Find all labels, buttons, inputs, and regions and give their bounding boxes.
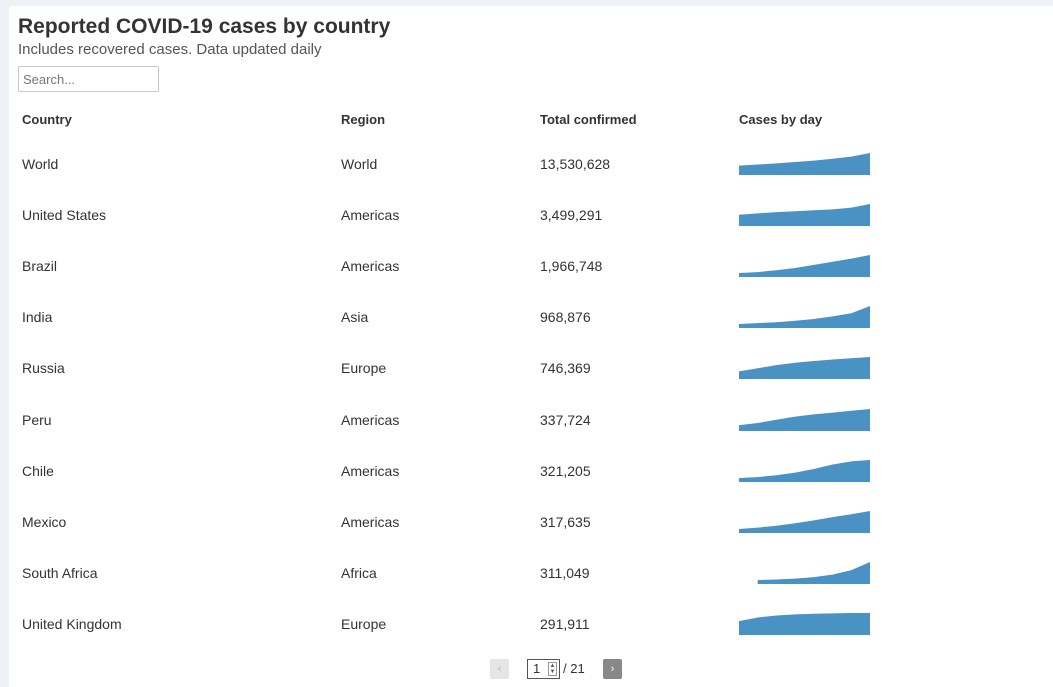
country-cell: United States <box>22 207 107 224</box>
sparkline-area <box>739 306 870 329</box>
table-row: India Asia 968,876 <box>9 306 1053 360</box>
region-cell: Asia <box>341 309 369 326</box>
cases-sparkline <box>739 612 870 635</box>
region-cell: Europe <box>341 360 387 377</box>
cases-sparkline <box>739 408 870 431</box>
cases-sparkline <box>739 204 870 227</box>
total-confirmed-cell: 317,635 <box>540 513 591 530</box>
cases-sparkline <box>739 357 870 380</box>
table-row: Peru Americas 337,724 <box>9 408 1053 463</box>
region-cell: Americas <box>341 258 400 275</box>
country-cell: World <box>22 156 59 172</box>
table-row: United Kingdom Europe 291,911 <box>9 612 1053 667</box>
table-row: South Africa Africa 311,049 <box>9 561 1053 616</box>
next-page-button[interactable]: › <box>603 659 622 679</box>
cases-sparkline <box>739 459 870 482</box>
column-header-region[interactable]: Region <box>341 112 386 127</box>
column-header-country[interactable]: Country <box>22 112 72 127</box>
cases-sparkline <box>739 153 870 175</box>
country-cell: Peru <box>22 411 52 428</box>
region-cell: Americas <box>341 411 400 428</box>
prev-page-button[interactable]: ‹ <box>490 659 509 679</box>
table-row: Brazil Americas 1,966,748 <box>9 255 1053 309</box>
pagination: ‹ 1 ▲ ▼ / 21 › <box>9 658 1053 682</box>
table-row: Chile Americas 321,205 <box>9 459 1053 514</box>
sparkline-area <box>739 255 870 278</box>
region-cell: Africa <box>341 564 377 581</box>
cases-sparkline <box>739 255 870 278</box>
column-header-total-confirmed[interactable]: Total confirmed <box>540 112 637 127</box>
column-header-cases-by-day: Cases by day <box>739 112 823 127</box>
total-confirmed-cell: 291,911 <box>540 615 590 632</box>
total-confirmed-cell: 337,724 <box>540 411 591 428</box>
region-cell: Americas <box>341 462 400 479</box>
current-page: 1 <box>533 661 541 676</box>
sparkline-area <box>739 357 870 380</box>
sparkline-area <box>739 153 870 175</box>
total-confirmed-cell: 311,049 <box>540 564 590 581</box>
country-cell: India <box>22 309 53 326</box>
page-number-input[interactable]: 1 ▲ ▼ <box>527 659 560 679</box>
total-confirmed-cell: 968,876 <box>540 309 591 326</box>
country-cell: Russia <box>22 360 65 377</box>
region-cell: Americas <box>341 513 400 530</box>
page-title: Reported COVID-19 cases by country <box>18 15 391 38</box>
table-panel: Reported COVID-19 cases by country Inclu… <box>9 6 1053 687</box>
sparkline-area <box>739 510 870 533</box>
sparkline-area <box>739 408 870 431</box>
total-pages: / 21 <box>563 661 585 676</box>
page-stepper-icon[interactable]: ▲ ▼ <box>548 662 557 676</box>
cases-sparkline <box>757 561 870 584</box>
cases-sparkline <box>739 306 870 329</box>
region-cell: World <box>341 156 378 172</box>
region-cell: Europe <box>341 615 387 632</box>
sparkline-area <box>757 561 870 584</box>
total-confirmed-cell: 3,499,291 <box>540 207 603 224</box>
cases-sparkline <box>739 510 870 533</box>
country-cell: Chile <box>22 462 54 479</box>
region-cell: Americas <box>341 207 400 224</box>
sparkline-area <box>739 612 870 635</box>
page-subtitle: Includes recovered cases. Data updated d… <box>18 41 322 58</box>
total-confirmed-cell: 1,966,748 <box>540 258 603 275</box>
country-cell: Mexico <box>22 513 67 530</box>
country-cell: South Africa <box>22 564 98 581</box>
table-row: World World 13,530,628 <box>9 153 1053 207</box>
table-row: United States Americas 3,499,291 <box>9 204 1053 258</box>
country-cell: United Kingdom <box>22 615 122 632</box>
total-confirmed-cell: 321,205 <box>540 462 591 479</box>
search-input[interactable] <box>18 66 159 92</box>
total-confirmed-cell: 13,530,628 <box>540 156 611 172</box>
table-row: Mexico Americas 317,635 <box>9 510 1053 565</box>
sparkline-area <box>739 204 870 227</box>
country-cell: Brazil <box>22 258 58 275</box>
total-confirmed-cell: 746,369 <box>540 360 591 377</box>
table-row: Russia Europe 746,369 <box>9 357 1053 411</box>
sparkline-area <box>739 459 870 482</box>
